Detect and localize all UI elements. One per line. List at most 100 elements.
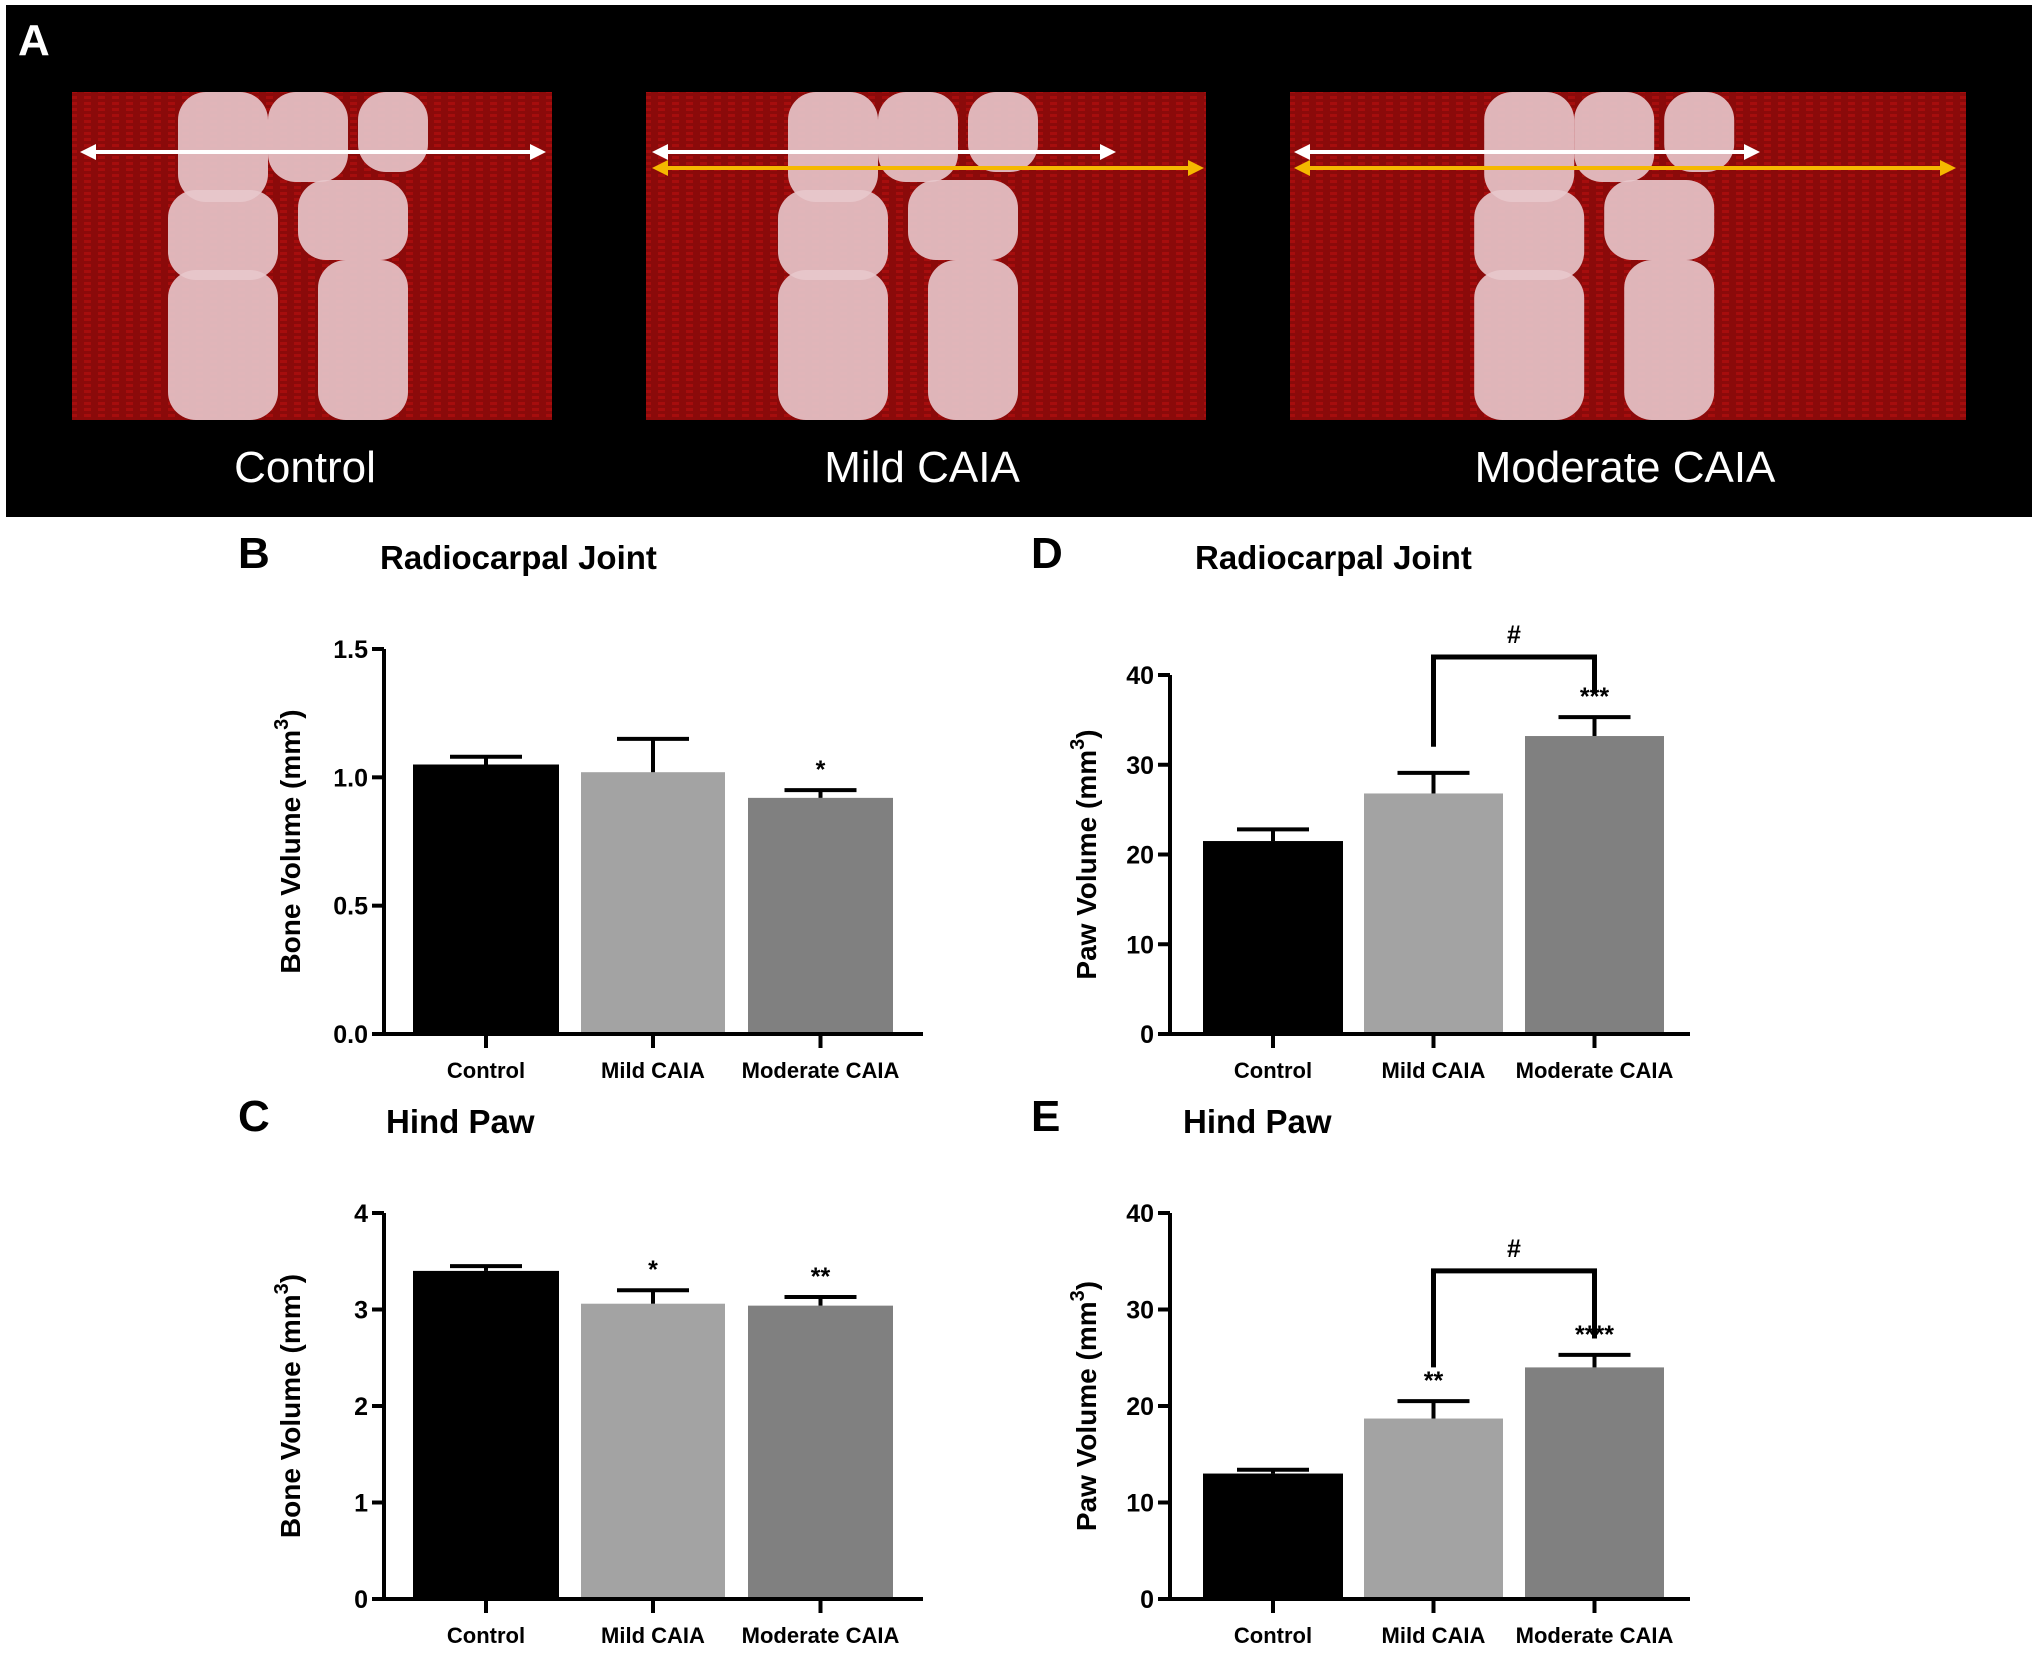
bone-shape (1474, 270, 1585, 420)
bracket-label: # (1507, 621, 1521, 649)
bone-shape (268, 92, 348, 182)
bone-shape (298, 180, 408, 260)
x-tick-label-2: Moderate CAIA (1516, 1623, 1674, 1648)
y-axis-label-superscript: 3 (1067, 739, 1089, 750)
bone-shape (1574, 92, 1655, 182)
panel-label: E (1031, 1092, 1060, 1141)
y-tick-label-1: 10 (1126, 1490, 1154, 1518)
width-arrow-yellow-head-left (652, 160, 668, 176)
y-axis-label-end: ) (275, 709, 306, 718)
chart-title: Radiocarpal Joint (380, 539, 657, 576)
y-tick-label-3: 1.5 (333, 636, 368, 664)
bar-1 (1364, 793, 1503, 1034)
comparison-bracket (1431, 1268, 1597, 1368)
bar-0 (413, 764, 559, 1034)
chart-title: Hind Paw (386, 1103, 535, 1140)
bone-shape (878, 92, 958, 182)
x-tick-label-1: Mild CAIA (601, 1623, 705, 1648)
image-caption: Control (234, 443, 376, 492)
y-tick-label-2: 20 (1126, 842, 1154, 870)
x-tick-label-1: Mild CAIA (1382, 1623, 1486, 1648)
significance-label-1: ** (1424, 1367, 1444, 1395)
y-tick-label-1: 10 (1126, 931, 1154, 959)
width-arrow-yellow-head-right (1940, 160, 1956, 176)
significance-label-1: * (648, 1256, 658, 1284)
significance-label-2: * (816, 756, 826, 784)
bar-0 (1203, 1473, 1343, 1599)
bone-shape (168, 190, 278, 280)
bone-shape (788, 92, 878, 202)
bar-0 (413, 1270, 559, 1599)
y-axis-label-end: ) (275, 1274, 306, 1283)
width-arrow-white-head-left (1294, 144, 1310, 160)
significance-label-2: ** (811, 1263, 831, 1291)
y-axis-label-text: Bone Volume (mm (275, 1294, 306, 1538)
bar-2 (748, 797, 893, 1034)
bone-shape (1474, 190, 1585, 280)
width-arrow-white-head-right (530, 144, 546, 160)
bar-2 (1525, 736, 1664, 1034)
x-tick-label-0: Control (1234, 1058, 1312, 1083)
x-tick-label-2: Moderate CAIA (742, 1058, 900, 1083)
bone-shape (1604, 180, 1715, 260)
panel-label: B (238, 529, 270, 578)
width-arrow-yellow-head-right (1188, 160, 1204, 176)
width-arrow-white-head-right (1100, 144, 1116, 160)
bar-1 (1364, 1418, 1503, 1599)
y-axis-label-text: Bone Volume (mm (275, 730, 306, 974)
bar-2 (1525, 1367, 1664, 1599)
microct-image-1: Mild CAIA (646, 92, 1206, 492)
x-tick-label-0: Control (447, 1623, 525, 1648)
width-arrow-yellow-head-left (1294, 160, 1310, 176)
chart-title: Hind Paw (1183, 1103, 1332, 1140)
image-caption: Moderate CAIA (1475, 443, 1776, 492)
bone-shape (778, 270, 888, 420)
y-tick-label-1: 1 (354, 1490, 368, 1518)
y-tick-label-0: 0 (1140, 1586, 1154, 1614)
bar-1 (581, 1303, 725, 1599)
y-axis-label-end: ) (1071, 729, 1102, 738)
x-tick-label-2: Moderate CAIA (1516, 1058, 1674, 1083)
bar-0 (1203, 841, 1343, 1034)
y-axis-label-text: Paw Volume (mm (1071, 750, 1102, 980)
chart-panel-d: D Radiocarpal Joint Control Mild CAIA Modera… (1031, 529, 1690, 1083)
x-tick-label-0: Control (447, 1058, 525, 1083)
y-tick-label-4: 4 (354, 1200, 368, 1228)
x-tick-label-0: Control (1234, 1623, 1312, 1648)
y-tick-label-2: 20 (1126, 1393, 1154, 1421)
bone-shape (1624, 260, 1715, 420)
panel-label: D (1031, 529, 1063, 578)
bone-shape (1484, 92, 1575, 202)
bone-shape (358, 92, 428, 172)
width-arrow-white-head-left (80, 144, 96, 160)
y-tick-label-4: 40 (1126, 662, 1154, 690)
chart-panel-e: E Hind Paw Control Mild CAIA ** Moderate CAIA… (1031, 1092, 1690, 1648)
chart-panel-b: B Radiocarpal Joint Control Mild CAIA Modera… (238, 529, 923, 1083)
y-tick-label-4: 40 (1126, 1200, 1154, 1228)
microct-image-0: Control (72, 92, 552, 492)
panel-label: C (238, 1092, 270, 1141)
width-arrow-white-head-left (652, 144, 668, 160)
y-axis-label: Paw Volume (mm3) (1067, 1281, 1102, 1531)
x-tick-label-1: Mild CAIA (601, 1058, 705, 1083)
y-tick-label-3: 3 (354, 1297, 368, 1325)
width-arrow-white-head-right (1744, 144, 1760, 160)
panel-a-label: A (18, 16, 50, 65)
y-tick-label-2: 1.0 (333, 764, 368, 792)
chart-panel-c: C Hind Paw Control Mild CAIA * Moderate CAIA *… (238, 1092, 923, 1648)
image-caption: Mild CAIA (824, 443, 1020, 492)
panel-a: A Control Mild CAIA Moderate CAIA (6, 5, 2032, 517)
bone-shape (928, 260, 1018, 420)
y-axis-label: Bone Volume (mm3) (271, 1274, 306, 1538)
y-tick-label-0: 0 (354, 1586, 368, 1614)
bone-shape (778, 190, 888, 280)
y-tick-label-0: 0.0 (333, 1021, 368, 1049)
y-axis-label-superscript: 3 (271, 719, 293, 730)
chart-title: Radiocarpal Joint (1195, 539, 1472, 576)
bone-shape (968, 92, 1038, 172)
y-tick-label-3: 30 (1126, 1297, 1154, 1325)
bone-shape (908, 180, 1018, 260)
y-tick-label-3: 30 (1126, 752, 1154, 780)
y-tick-label-0: 0 (1140, 1021, 1154, 1049)
